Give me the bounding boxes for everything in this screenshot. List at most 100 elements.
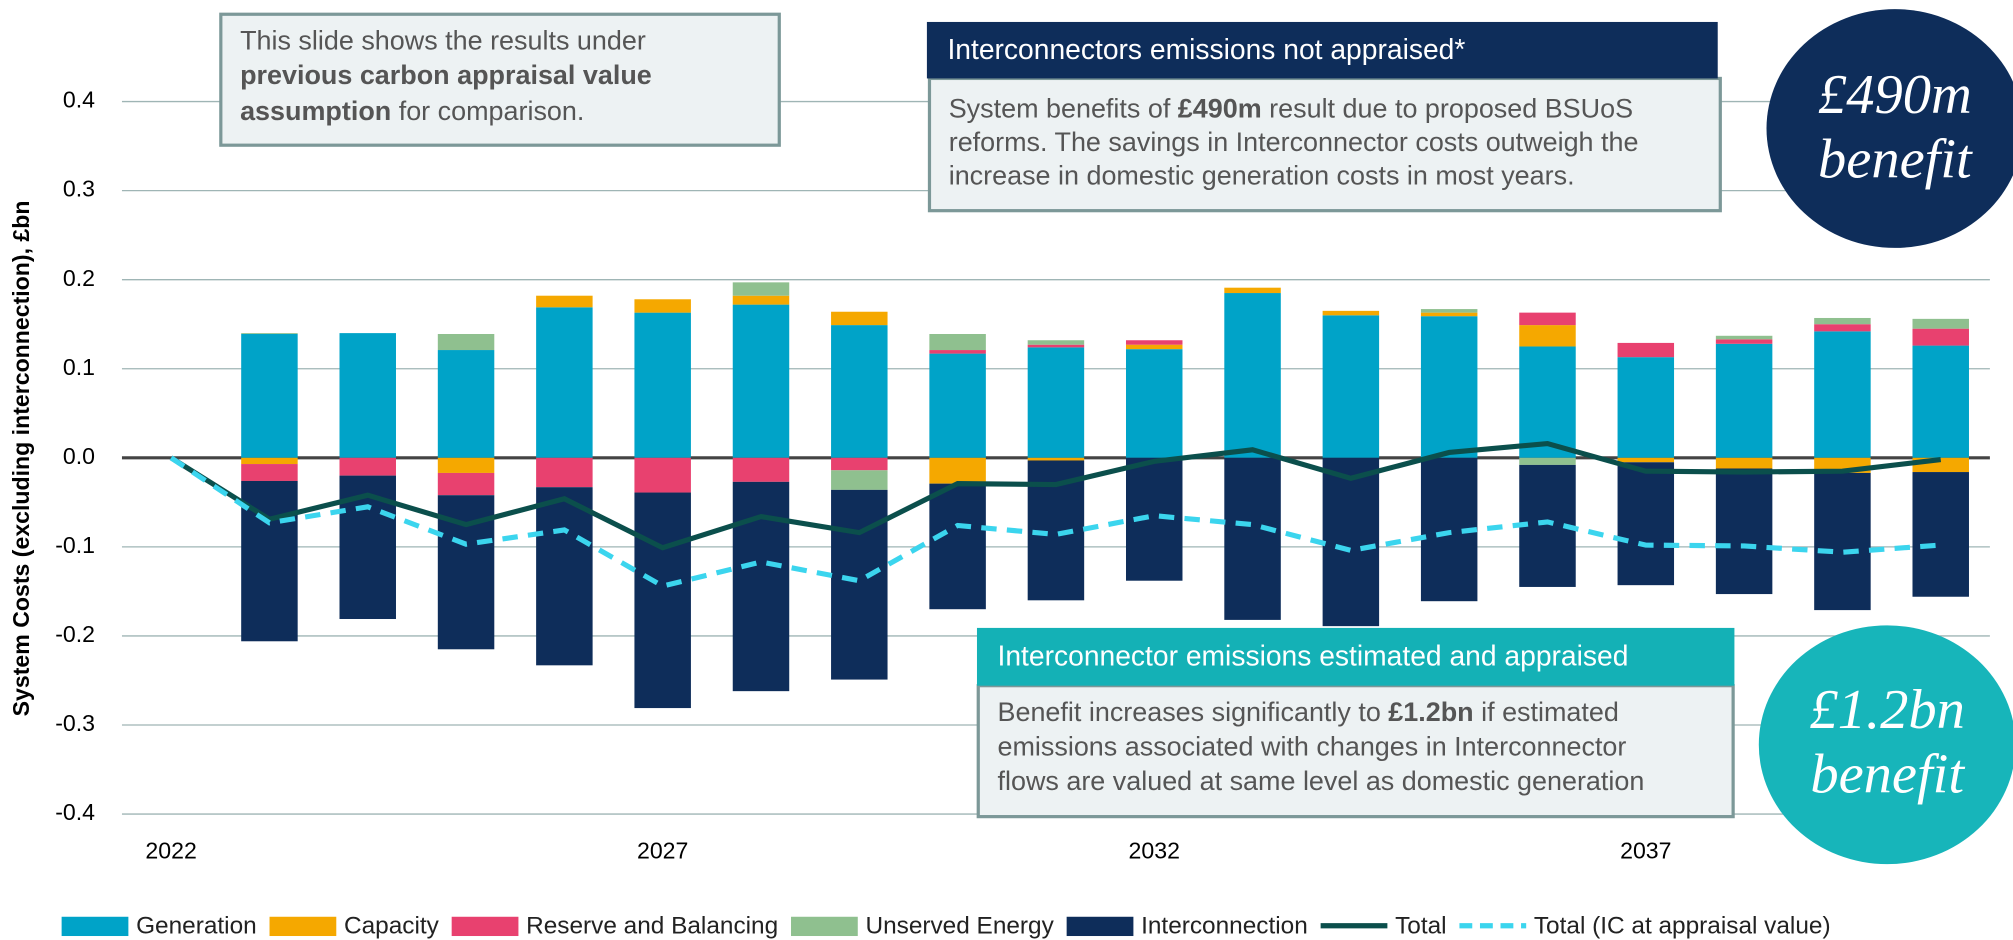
y-tick-label: 0.1 <box>63 354 95 380</box>
bar-segment <box>1617 457 1675 463</box>
annotation-line: This slide shows the results under <box>240 26 646 56</box>
bar-segment <box>1912 318 1969 329</box>
legend-label: Total <box>1395 912 1447 939</box>
bar-segment <box>1715 335 1773 340</box>
bar-segment <box>1322 457 1380 627</box>
bar-segment <box>732 304 790 458</box>
badge-text: benefit <box>1818 128 1973 190</box>
bar-segment <box>437 472 495 496</box>
bar-segment <box>1027 347 1085 458</box>
bar-segment <box>732 481 790 692</box>
y-tick-label: 0.0 <box>63 443 95 469</box>
bar-segment <box>1224 287 1281 294</box>
bar-segment <box>1420 312 1478 317</box>
annotation-text: reforms. The savings in Interconnector c… <box>949 127 1639 157</box>
annotation-line: reforms. The savings in Interconnector c… <box>949 127 1639 157</box>
badge-text: £490m <box>1818 64 1972 126</box>
line <box>169 455 1941 589</box>
bar-segment <box>1814 324 1871 332</box>
bar-segment <box>732 457 790 482</box>
annotation-header-box <box>976 627 1735 686</box>
legend-swatch <box>791 916 858 937</box>
bar-segment <box>241 457 298 465</box>
bar-segment <box>1715 339 1773 344</box>
bar-segment <box>1715 468 1773 595</box>
annotation-text: assumption <box>240 96 391 126</box>
bar-segment <box>1027 457 1085 461</box>
annotation-text: emissions associated with changes in Int… <box>998 732 1627 762</box>
annotation-header: Interconnector emissions estimated and a… <box>998 640 1629 672</box>
annotation-line: increase in domestic generation costs in… <box>949 160 1575 190</box>
bar-segment <box>831 457 888 471</box>
bar-segment <box>241 334 298 458</box>
bar-segment <box>929 334 986 351</box>
bar-segment <box>437 457 495 473</box>
bar-segment <box>1617 342 1675 358</box>
legend-label: Total (IC at appraisal value) <box>1534 912 1831 939</box>
y-tick-label: 0.2 <box>63 265 95 291</box>
bar-segment <box>1617 462 1675 586</box>
bar-segment <box>1420 309 1478 313</box>
legend-swatch <box>61 916 129 937</box>
bar-segment <box>1814 331 1871 458</box>
bar-segment <box>1125 349 1183 458</box>
bar-segment <box>1322 315 1380 458</box>
bar-segment <box>1912 345 1969 458</box>
annotation-text: £1.2bn <box>1388 697 1473 727</box>
y-tick-label: 0.3 <box>63 176 95 202</box>
bar-segment <box>831 470 888 490</box>
bar-segment <box>1519 457 1576 465</box>
bar-segment <box>1814 472 1871 611</box>
bar-segment <box>1715 343 1773 458</box>
bar-segment <box>634 299 691 313</box>
bar-segment <box>536 487 593 666</box>
x-tick-label: 2032 <box>1129 838 1180 864</box>
bar-segment <box>831 489 888 680</box>
y-tick-label: -0.1 <box>55 532 95 558</box>
bar-segment <box>1224 457 1281 620</box>
bar-segment <box>536 307 593 458</box>
annotation-line: previous carbon appraisal value <box>240 60 652 90</box>
bar-segment <box>1224 293 1281 458</box>
annotation-text: if estimated <box>1474 697 1619 727</box>
bar-segment <box>634 312 691 458</box>
bar-segment <box>1519 325 1576 347</box>
annotation-text: System benefits of <box>949 94 1178 124</box>
annotation-line: emissions associated with changes in Int… <box>998 732 1627 762</box>
y-tick-label: -0.4 <box>55 799 95 825</box>
legend-swatch <box>269 916 337 937</box>
badge-text: £1.2bn <box>1810 679 1965 741</box>
annotation-text: flows are valued at same level as domest… <box>998 766 1645 796</box>
bar-segment <box>241 333 298 335</box>
bar-segment <box>1322 310 1380 316</box>
legend-label: Interconnection <box>1141 912 1308 939</box>
legend-swatch <box>1066 916 1134 937</box>
bar-segment <box>1027 344 1085 348</box>
bar-segment <box>1912 328 1969 346</box>
bar-segment <box>1617 357 1675 458</box>
bar-segment <box>1715 457 1773 469</box>
y-axis-label: System Costs (excluding interconnection)… <box>8 201 34 717</box>
annotation-header: Interconnectors emissions not appraised* <box>947 33 1465 65</box>
annotation-box <box>927 76 1722 213</box>
bar-segment <box>929 353 986 458</box>
bar-segment <box>1420 316 1478 458</box>
bar-segment <box>929 483 986 610</box>
bar-segment <box>1912 472 1969 597</box>
badge-circle <box>1766 9 2013 248</box>
annotation-text: previous carbon appraisal value <box>240 60 652 90</box>
bar-segment <box>1125 340 1183 345</box>
legend-label: Unserved Energy <box>865 912 1054 939</box>
legend-label: Reserve and Balancing <box>526 912 778 939</box>
legend-label: Generation <box>136 912 257 939</box>
annotation-text: result due to proposed BSUoS <box>1262 94 1633 124</box>
annotation-box <box>976 684 1735 819</box>
bar-segment <box>634 457 691 493</box>
badge-circle <box>1758 625 2013 865</box>
bar-segment <box>1027 340 1085 345</box>
bar-segment <box>437 350 495 458</box>
bar-segment <box>437 334 495 351</box>
bar-segment <box>634 492 691 709</box>
y-tick-label: -0.3 <box>55 710 95 736</box>
